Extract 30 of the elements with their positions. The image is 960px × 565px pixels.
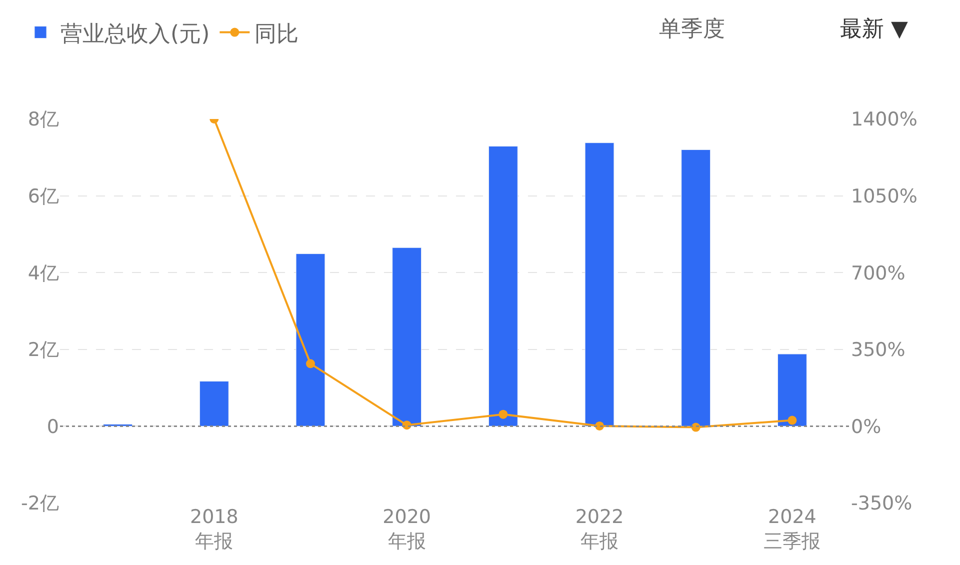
legend-label: 营业总收入(元) bbox=[60, 22, 210, 47]
bar bbox=[777, 354, 807, 426]
text: 最新 ▼ bbox=[840, 17, 908, 42]
y2-tick-label: 1400% bbox=[851, 108, 918, 131]
y2-tick-label: 700% bbox=[851, 262, 906, 284]
y-tick-label: -2亿 bbox=[21, 492, 59, 515]
x-tick-label: 2020 年报 bbox=[382, 506, 432, 553]
x-tick-label: 2024 三季报 bbox=[764, 506, 821, 553]
y-tick-label: 2亿 bbox=[28, 339, 59, 362]
bar bbox=[681, 149, 711, 426]
y-tick-label: 6亿 bbox=[28, 185, 59, 208]
point bbox=[306, 359, 315, 368]
bar bbox=[199, 381, 229, 426]
y2-tick-label: -350% bbox=[851, 492, 912, 515]
bar bbox=[488, 146, 518, 426]
point bbox=[788, 416, 797, 425]
y2-tick-label: 350% bbox=[851, 339, 906, 362]
y-tick-label: 0 bbox=[46, 416, 59, 438]
x-tick-label: 2022 年报 bbox=[575, 506, 624, 553]
y2-tick-label: 0% bbox=[851, 416, 882, 438]
x-tick-label: 2018 年报 bbox=[190, 506, 238, 553]
bar bbox=[296, 254, 326, 426]
text: 单季度 bbox=[659, 17, 725, 42]
y2-tick-label: 1050% bbox=[851, 185, 918, 208]
bar bbox=[584, 142, 614, 426]
bar bbox=[392, 247, 422, 426]
point bbox=[498, 410, 508, 419]
y-tick-label: 8亿 bbox=[28, 108, 59, 131]
legend-label: 同比 bbox=[254, 22, 299, 47]
y-tick-label: 4亿 bbox=[28, 262, 59, 284]
